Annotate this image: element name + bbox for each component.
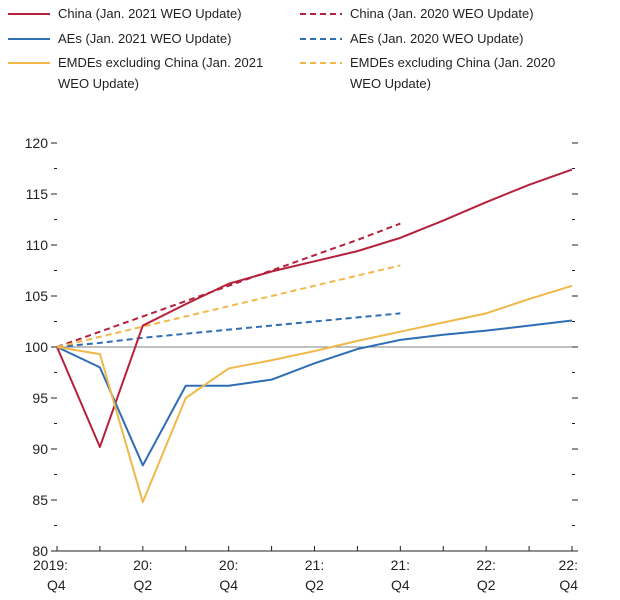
y-tick-label: 85	[32, 492, 48, 508]
y-tick-label: 90	[32, 441, 48, 457]
x-tick-label-line2: Q4	[559, 577, 578, 593]
x-tick-label-line1: 2019:	[33, 557, 68, 573]
legend-item-2: AEs (Jan. 2021 WEO Update)	[8, 31, 231, 46]
x-tick-label-line1: 22:	[559, 557, 578, 573]
legend-item-4: EMDEs excluding China (Jan. 2021 WEO Upda…	[8, 55, 263, 91]
series-line-1	[56, 222, 401, 348]
x-tick-label-line2: Q4	[219, 577, 238, 593]
x-tick-label-line1: 21:	[391, 557, 410, 573]
y-tick-label: 105	[25, 288, 49, 304]
y-tick-label: 95	[32, 390, 48, 406]
legend-label: EMDEs excluding China (Jan. 2021	[58, 55, 263, 70]
x-tick-label-line2: Q2	[477, 577, 496, 593]
y-tick-label: 110	[26, 237, 49, 253]
legend: China (Jan. 2021 WEO Update) China (Jan. …	[8, 6, 555, 91]
series-line-3	[56, 312, 401, 348]
x-tick-label-line2: Q2	[133, 577, 152, 593]
x-tick-label-line2: Q2	[305, 577, 324, 593]
y-tick-label: 120	[25, 135, 49, 151]
y-tick-label: 100	[25, 339, 49, 355]
legend-label: AEs (Jan. 2020 WEO Update)	[350, 31, 523, 46]
series-line-5	[56, 264, 401, 348]
legend-label: WEO Update)	[350, 76, 431, 91]
axes: 80 85 90 95 100 105 110 115 120 2019: Q4 20: Q2 20: Q4…	[25, 135, 579, 593]
legend-label: EMDEs excluding China (Jan. 2020	[350, 55, 555, 70]
legend-label: China (Jan. 2021 WEO Update)	[58, 6, 242, 21]
series-line-0	[56, 168, 573, 448]
x-tick-label-line1: 22:	[476, 557, 495, 573]
y-tick-label: 115	[26, 186, 49, 202]
legend-item-3: AEs (Jan. 2020 WEO Update)	[300, 31, 523, 46]
legend-item-1: China (Jan. 2020 WEO Update)	[300, 6, 534, 21]
series-line-4	[56, 284, 573, 504]
series-line-2	[56, 319, 573, 467]
x-tick-label-line1: 20:	[133, 557, 152, 573]
y-tick-label: 80	[32, 543, 48, 559]
x-tick-label-line2: Q4	[47, 577, 66, 593]
x-tick-label-line2: Q4	[391, 577, 410, 593]
legend-item-5: EMDEs excluding China (Jan. 2020 WEO Upda…	[300, 55, 555, 91]
legend-item-0: China (Jan. 2021 WEO Update)	[8, 6, 242, 21]
x-tick-label-line1: 21:	[305, 557, 324, 573]
legend-label: WEO Update)	[58, 76, 139, 91]
legend-label: China (Jan. 2020 WEO Update)	[350, 6, 534, 21]
x-tick-label-line1: 20:	[219, 557, 238, 573]
series-layer	[56, 168, 573, 504]
legend-label: AEs (Jan. 2021 WEO Update)	[58, 31, 231, 46]
